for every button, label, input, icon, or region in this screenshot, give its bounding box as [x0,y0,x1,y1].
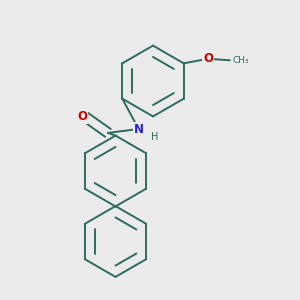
Text: O: O [77,110,87,123]
Text: H: H [151,131,158,142]
Text: CH₃: CH₃ [232,56,249,65]
Text: O: O [203,52,213,65]
Text: N: N [134,122,144,136]
